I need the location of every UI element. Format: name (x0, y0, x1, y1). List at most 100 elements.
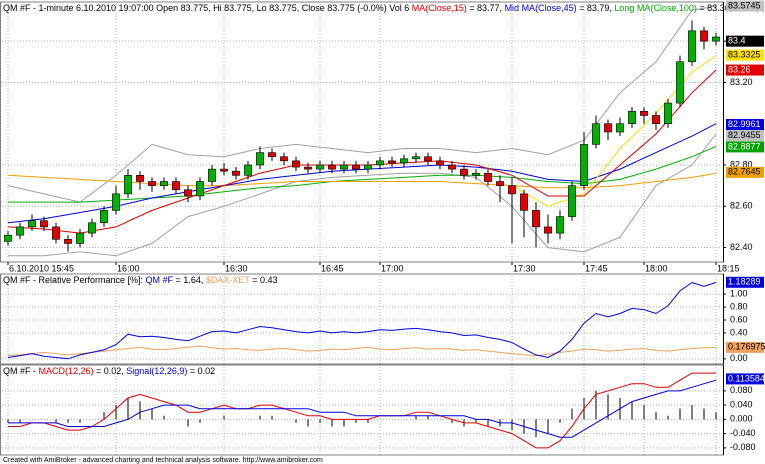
candle-body (448, 164, 456, 170)
candle-body (484, 172, 492, 182)
y-tick-label: 0.080 (730, 385, 753, 395)
candle-body (556, 216, 564, 234)
value-label-box (726, 141, 764, 153)
series-line (7, 345, 717, 357)
value-label: 83.26 (728, 64, 751, 74)
candle-body (340, 164, 348, 170)
x-tick-label: 16:30 (225, 263, 248, 273)
title-part: = 0.02 (187, 366, 215, 376)
x-tick-label: 17:00 (381, 263, 404, 273)
candle-body (580, 144, 588, 186)
candle-body (112, 193, 120, 211)
value-label: 82.9455 (728, 130, 761, 140)
candle-body (376, 160, 384, 166)
title-part: QM #F - (3, 366, 39, 376)
candle-body (628, 111, 636, 125)
candle-body (676, 61, 684, 104)
y-tick-label: -0.040 (730, 428, 756, 438)
candle-body (16, 226, 24, 236)
candle-body (496, 181, 504, 186)
x-tick-label: 16:45 (321, 263, 344, 273)
candle-body (604, 123, 612, 133)
value-label-box (726, 373, 764, 385)
candle-body (388, 160, 396, 164)
series-line (8, 372, 716, 449)
y-tick-label: 0.80 (730, 301, 748, 311)
title-part: Long MA(Close,100) (614, 3, 697, 13)
candle-body (172, 181, 180, 191)
title-part: = 1.64, (173, 275, 206, 285)
pane-title: QM #F - 1-minute 6.10.2010 19:07:00 Open… (3, 3, 765, 13)
x-tick-label: 6.10.2010 15:45 (9, 263, 74, 273)
candle-body (52, 226, 60, 240)
y-tick-label: 0.00 (730, 353, 748, 363)
series-line (7, 5, 717, 203)
title-part: = 0.43 (250, 275, 278, 285)
candle-body (64, 238, 72, 244)
candle-body (184, 189, 192, 197)
value-label-box (726, 166, 764, 178)
y-tick-label: 82.60 (730, 201, 753, 211)
value-label: 0.176975 (728, 342, 765, 352)
title-part: QM #F - 1-minute 6.10.2010 19:07:00 Open… (3, 3, 412, 13)
x-tick-label: 17:30 (513, 263, 536, 273)
series-line (511, 55, 717, 207)
candle-body (76, 232, 84, 244)
candle-body (544, 226, 552, 234)
candle-body (508, 185, 516, 195)
candle-body (400, 158, 408, 164)
candle-body (364, 164, 372, 170)
value-label: 82.9961 (728, 119, 761, 129)
value-label-box (726, 49, 764, 61)
candle-body (136, 175, 144, 182)
value-label: 82.8877 (728, 141, 761, 151)
y-tick-label: -0.080 (730, 442, 756, 452)
candle-body (460, 168, 468, 176)
candle-body (532, 210, 540, 228)
series-line (8, 133, 717, 257)
title-part: Mid MA(Close,45) (505, 3, 577, 13)
candle-body (124, 175, 132, 195)
title-part: QM #F (146, 275, 174, 285)
title-part: MA(Close,15) (412, 3, 467, 13)
candle-body (280, 156, 288, 162)
candle-body (700, 30, 708, 42)
candle-body (220, 168, 228, 172)
candle-body (640, 111, 648, 116)
title-part: = 83.77, (467, 3, 505, 13)
candle-body (88, 222, 96, 234)
candle-body (4, 234, 12, 242)
candle-body (304, 166, 312, 170)
candle-body (664, 102, 672, 125)
candle-body (160, 181, 168, 186)
value-label-box (726, 35, 764, 47)
candle-body (232, 170, 240, 176)
series-line (7, 281, 717, 360)
candle-body (328, 164, 336, 170)
title-part: = 83.36, (697, 3, 735, 13)
title-part: = 83.79, (577, 3, 615, 13)
y-tick-label: 0.60 (730, 314, 748, 324)
value-label-box (726, 119, 764, 131)
candle-body (268, 152, 276, 158)
candle-body (208, 168, 216, 182)
candle-body (316, 164, 324, 170)
candle-body (196, 181, 204, 197)
candle-body (412, 156, 420, 160)
candle-body (244, 164, 252, 176)
x-tick-label: 17:45 (585, 263, 608, 273)
candle-body (436, 160, 444, 166)
candle-body (424, 156, 432, 162)
candle-body (592, 123, 600, 145)
value-label: 0.113584 (728, 373, 765, 383)
candle-body (100, 210, 108, 224)
candle-body (292, 160, 300, 168)
title-part: QM #F - Relative Performance [%]: (3, 275, 146, 285)
value-label-box (726, 130, 764, 142)
value-label-box (726, 64, 764, 76)
candle-body (256, 152, 264, 166)
x-tick-label: 18:00 (645, 263, 668, 273)
y-tick-label: 1.00 (730, 288, 748, 298)
